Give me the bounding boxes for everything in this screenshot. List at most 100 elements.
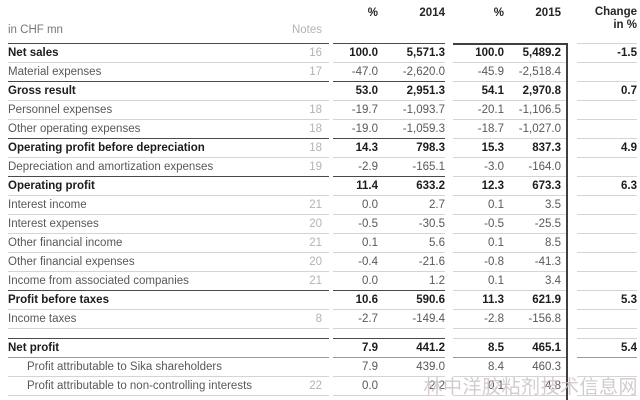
note-cell: 21: [309, 275, 322, 287]
pct-2014-cell: 0.1: [362, 237, 378, 249]
pct-2014-cell: -47.0: [351, 66, 378, 78]
row-label: Interest income: [8, 199, 87, 211]
value-2015-cell: 8.5: [545, 237, 561, 249]
table-row: Depreciation and amortization expenses 19…: [0, 157, 640, 176]
pct-2015-cell: 0.1: [488, 237, 504, 249]
table-row: Interest expenses 20 -0.5 -30.5 -0.5 -25.5: [0, 214, 640, 233]
pct-2015-cell: 0.1: [488, 380, 504, 392]
table-row: Gross result 53.0 2,951.3 54.1 2,970.8 0.7: [0, 81, 640, 100]
change-cell: 0.7: [621, 85, 637, 97]
row-label: Gross result: [8, 85, 76, 97]
note-cell: 19: [309, 161, 322, 173]
pct-2015-cell: -0.8: [484, 256, 504, 268]
note-cell: [276, 329, 322, 338]
row-label: Operating profit before depreciation: [8, 142, 205, 154]
row-label: Net profit: [8, 342, 60, 354]
pct-2015-cell: 8.4: [488, 361, 504, 373]
change-column-header: Change in %: [577, 0, 637, 43]
table-row: Net profit 7.9 441.2 8.5 465.1 5.4: [0, 338, 640, 357]
spacer-row: [0, 395, 640, 399]
value-2015-cell: 465.1: [532, 342, 561, 354]
value-2015-cell: -25.5: [534, 218, 561, 230]
change-cell: [577, 310, 637, 328]
note-cell: 20: [309, 218, 322, 230]
pct-2015-cell: -2.8: [484, 313, 504, 325]
note-cell: [276, 358, 322, 376]
table-row: Income from associated companies 21 0.0 1.2…: [0, 271, 640, 290]
row-label: [8, 329, 276, 338]
pct-2014-cell: -19.7: [351, 104, 378, 116]
year-2015-column-header: 2015: [535, 7, 561, 19]
value-2015-cell: 5,489.2: [522, 47, 561, 59]
pct-2014-cell: [333, 329, 378, 338]
pct-2015-cell: 8.5: [488, 342, 504, 354]
value-2015-cell: -1,106.5: [518, 104, 561, 116]
change-cell: [577, 253, 637, 271]
change-cell: [577, 272, 637, 290]
note-cell: 18: [309, 123, 322, 135]
pct-2015-column-header: %: [493, 7, 504, 19]
pct-2015-cell: -45.9: [477, 66, 504, 78]
pct-2014-cell: -2.9: [358, 161, 378, 173]
notes-column-header: Notes: [291, 24, 322, 36]
note-cell: 22: [309, 380, 322, 392]
value-2015-cell: 837.3: [532, 142, 561, 154]
pct-2015-cell: -20.1: [477, 104, 504, 116]
table-row: Operating profit 11.4 633.2 12.3 673.3 6.3: [0, 176, 640, 195]
row-label: Interest expenses: [8, 218, 99, 230]
pct-2015-cell: 0.1: [488, 275, 504, 287]
pct-2014-cell: 7.9: [362, 342, 378, 354]
note-cell: 18: [309, 142, 322, 154]
row-label: Profit attributable to Sika shareholders: [27, 361, 222, 373]
pct-2014-cell: 53.0: [355, 85, 378, 97]
pct-2015-cell: -0.5: [484, 218, 504, 230]
table-row: Net sales 16 100.0 5,571.3 100.0 5,489.2 -1.5: [0, 43, 640, 62]
value-2015-cell: 2,970.8: [522, 85, 561, 97]
value-2014-cell: 2,951.3: [406, 85, 445, 97]
pct-2014-cell: 100.0: [349, 47, 378, 59]
note-cell: 21: [309, 199, 322, 211]
change-header-line1: Change: [594, 6, 637, 18]
note-cell: [276, 339, 322, 357]
value-2014-cell: -30.5: [418, 218, 445, 230]
note-cell: 21: [309, 237, 322, 249]
table-row: Profit attributable to Sika shareholders…: [0, 357, 640, 376]
table-row: Interest income 21 0.0 2.7 0.1 3.5: [0, 195, 640, 214]
value-2014-cell: -2,620.0: [402, 66, 445, 78]
value-2015-cell: 673.3: [532, 180, 561, 192]
pct-2014-cell: -0.4: [358, 256, 378, 268]
value-2014-cell: 798.3: [416, 142, 445, 154]
row-label: Net sales: [8, 47, 59, 59]
table-row: Profit attributable to non-controlling i…: [0, 376, 640, 395]
note-cell: 20: [309, 256, 322, 268]
pct-2014-cell: -2.7: [358, 313, 378, 325]
change-cell: [577, 101, 637, 119]
value-2014-cell: -165.1: [412, 161, 445, 173]
row-label: Operating profit: [8, 180, 95, 192]
value-2014-cell: 5.6: [429, 237, 445, 249]
value-2014-cell: 2.2: [429, 380, 445, 392]
change-cell: 5.4: [621, 342, 637, 354]
change-cell: 5.3: [621, 294, 637, 306]
change-header-line2: in %: [613, 19, 637, 31]
value-2015-cell: -2,518.4: [518, 66, 561, 78]
table-row: Operating profit before depreciation 18 14…: [0, 138, 640, 157]
pct-2015-cell: -3.0: [484, 161, 504, 173]
pct-2015-cell: 54.1: [481, 85, 504, 97]
value-2015-cell: -1,027.0: [518, 123, 561, 135]
unit-label: in CHF mn: [8, 24, 63, 36]
value-2014-cell: -21.6: [418, 256, 445, 268]
note-cell: 16: [309, 47, 322, 59]
pct-2015-cell: 0.1: [488, 199, 504, 211]
pct-2014-cell: 0.0: [362, 275, 378, 287]
note-cell: [276, 82, 322, 100]
value-2015-cell: 3.4: [545, 275, 561, 287]
value-2015-cell: -41.3: [534, 256, 561, 268]
row-label: Other financial income: [8, 237, 123, 249]
note-cell: [276, 291, 322, 309]
pct-2014-cell: [333, 396, 378, 399]
pct-2014-cell: 14.3: [355, 142, 378, 154]
table-row: Income taxes 8 -2.7 -149.4 -2.8 -156.8: [0, 309, 640, 328]
row-label: Other financial expenses: [8, 256, 135, 268]
change-cell: 4.9: [621, 142, 637, 154]
